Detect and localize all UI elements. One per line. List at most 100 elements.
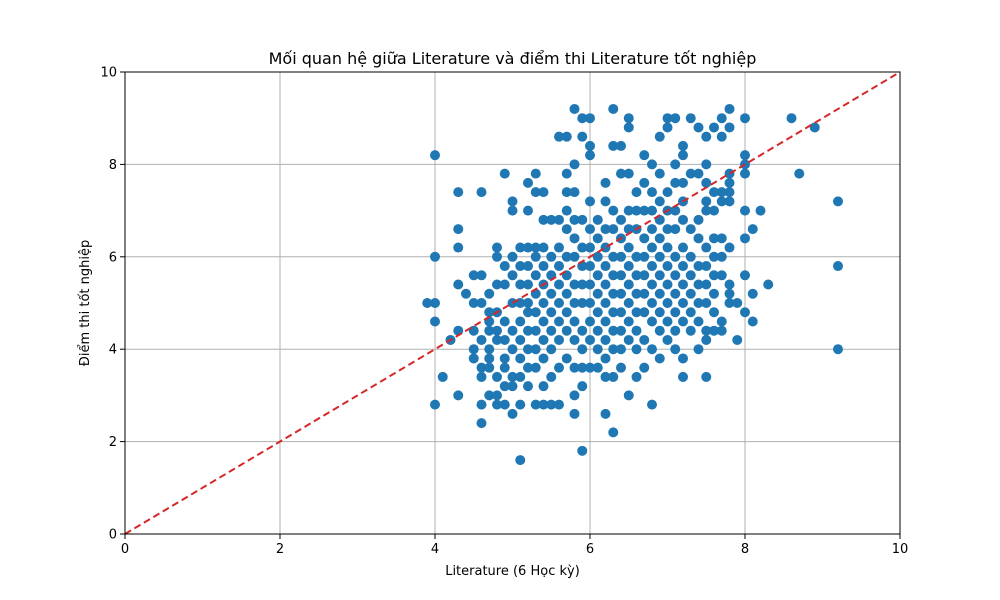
data-point — [623, 298, 634, 308]
data-point — [437, 371, 448, 382]
data-point — [647, 298, 657, 308]
data-point — [623, 205, 634, 216]
data-point — [608, 140, 619, 151]
data-point — [585, 316, 595, 327]
data-point — [678, 177, 688, 188]
data-point — [623, 122, 634, 133]
data-point — [523, 325, 533, 336]
data-point — [499, 362, 510, 373]
data-point — [523, 242, 533, 253]
data-point — [608, 371, 619, 382]
data-point — [592, 307, 603, 318]
data-point — [654, 353, 665, 364]
data-point — [670, 224, 681, 235]
data-point — [546, 214, 557, 225]
data-point — [476, 298, 487, 308]
data-point — [585, 113, 595, 124]
data-point — [499, 381, 510, 392]
data-point — [561, 187, 572, 198]
data-point — [523, 261, 533, 272]
data-point — [523, 279, 533, 290]
data-point — [616, 251, 626, 262]
data-point — [716, 131, 727, 142]
data-point — [747, 316, 758, 327]
data-point — [701, 177, 712, 188]
data-point — [709, 288, 719, 299]
data-point — [546, 344, 557, 355]
data-point — [647, 344, 657, 355]
data-point — [685, 251, 696, 262]
data-point — [554, 334, 564, 345]
data-point — [608, 224, 619, 235]
data-point — [654, 288, 665, 299]
data-point — [592, 325, 603, 336]
data-point — [693, 279, 704, 290]
data-point — [523, 381, 533, 392]
data-point — [507, 408, 518, 419]
data-point — [670, 113, 681, 124]
data-point — [577, 362, 588, 373]
data-point — [608, 288, 619, 299]
data-point — [515, 399, 526, 410]
data-point — [716, 187, 727, 198]
data-point — [670, 251, 681, 262]
data-point — [647, 242, 657, 253]
data-point — [515, 242, 526, 253]
data-point — [585, 298, 595, 308]
data-point — [709, 251, 719, 262]
y-tick-label: 0 — [109, 528, 117, 543]
data-point — [476, 362, 487, 373]
data-point — [507, 371, 518, 382]
data-point — [631, 371, 642, 382]
data-point — [631, 344, 642, 355]
data-point — [484, 362, 495, 373]
data-point — [616, 307, 626, 318]
data-point — [724, 242, 735, 253]
data-point — [430, 150, 440, 161]
data-point — [693, 214, 704, 225]
data-point — [647, 159, 657, 170]
data-point — [716, 251, 727, 262]
data-point — [678, 261, 688, 272]
data-point — [530, 399, 541, 410]
data-point — [538, 242, 549, 253]
data-point — [654, 131, 665, 142]
data-point — [554, 362, 564, 373]
data-point — [693, 344, 704, 355]
data-point — [662, 261, 673, 272]
data-point — [484, 353, 495, 364]
data-point — [585, 140, 595, 151]
data-point — [740, 150, 750, 161]
data-point — [662, 224, 673, 235]
data-point — [701, 196, 712, 207]
data-point — [538, 316, 549, 327]
data-point — [616, 288, 626, 299]
data-point — [654, 196, 665, 207]
data-point — [561, 353, 572, 364]
data-point — [538, 261, 549, 272]
data-point — [561, 131, 572, 142]
data-point — [616, 140, 626, 151]
data-point — [569, 187, 580, 198]
data-point — [569, 251, 580, 262]
data-point — [600, 298, 611, 308]
data-point — [678, 140, 688, 151]
data-point — [716, 325, 727, 336]
data-point — [724, 103, 735, 114]
data-point — [499, 399, 510, 410]
data-point — [499, 279, 510, 290]
data-point — [701, 242, 712, 253]
data-point — [554, 131, 564, 142]
data-point — [732, 298, 743, 308]
data-point — [763, 279, 774, 290]
data-point — [600, 279, 611, 290]
data-point — [647, 261, 657, 272]
data-point — [530, 242, 541, 253]
data-point — [484, 307, 495, 318]
data-point — [430, 298, 440, 308]
data-point — [647, 224, 657, 235]
data-point — [709, 122, 719, 133]
data-point — [569, 214, 580, 225]
data-point — [538, 214, 549, 225]
data-point — [592, 270, 603, 281]
